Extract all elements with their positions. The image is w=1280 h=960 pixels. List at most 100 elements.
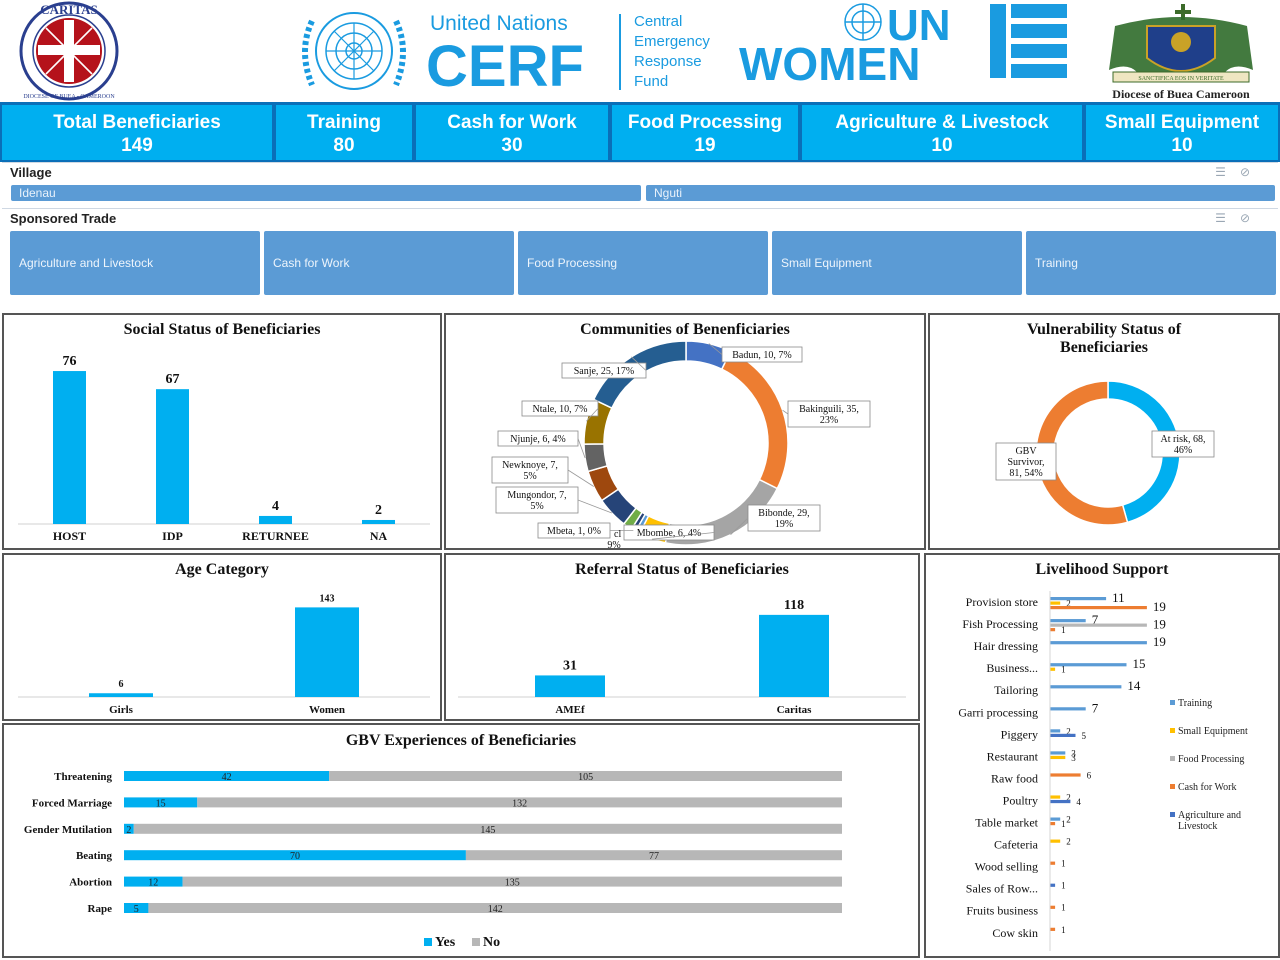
multi-select-icon[interactable]: ☰ bbox=[1215, 165, 1240, 179]
data-label: 5 bbox=[1082, 731, 1087, 741]
kpi-value: 19 bbox=[694, 135, 716, 156]
communities-panel: Communities of Benenficiaries Badun, 10,… bbox=[444, 313, 926, 551]
data-label: 42 bbox=[222, 772, 232, 783]
trade-slicer: Sponsored Trade ☰⊘ Agriculture and Lives… bbox=[2, 208, 1278, 308]
category-label: Provision store bbox=[966, 595, 1038, 609]
leader-line bbox=[708, 343, 723, 355]
category-label: Cafeteria bbox=[994, 838, 1039, 852]
category-label: Beating bbox=[76, 850, 113, 862]
data-label: 135 bbox=[505, 878, 520, 889]
bar-segment bbox=[1050, 628, 1056, 632]
bar-amef bbox=[535, 675, 605, 697]
callout-label: Mungondor, 7, bbox=[507, 490, 566, 501]
trade-option-agriculture[interactable]: Agriculture and Livestock bbox=[10, 231, 260, 295]
legend-label: Livestock bbox=[1178, 821, 1217, 832]
data-label: 105 bbox=[578, 772, 593, 783]
category-label: Threatening bbox=[54, 771, 112, 783]
data-label: 143 bbox=[320, 593, 335, 604]
bar-yes bbox=[124, 823, 134, 834]
bar-na bbox=[362, 519, 395, 524]
callout-label: Njunje, 6, 4% bbox=[510, 434, 566, 445]
trade-option-food-processing[interactable]: Food Processing bbox=[518, 231, 768, 295]
caritas-logo: CARITAS DIOCESE OF BUEA - CAMEROON bbox=[19, 1, 119, 101]
callout-box bbox=[491, 456, 569, 484]
social-status-title: Social Status of Beneficiaries bbox=[123, 321, 321, 338]
bar-segment bbox=[1050, 667, 1056, 671]
data-label: 15 bbox=[156, 798, 166, 809]
data-label: 6 bbox=[119, 679, 124, 690]
data-label: 15 bbox=[1133, 656, 1146, 671]
bar-no bbox=[133, 823, 843, 834]
legend-label: Training bbox=[1178, 698, 1212, 709]
multi-select-icon[interactable]: ☰ bbox=[1215, 211, 1240, 225]
kpi-total-beneficiaries: Total Beneficiaries 149 bbox=[0, 102, 274, 162]
data-label: 1 bbox=[1061, 665, 1066, 675]
data-label: 142 bbox=[488, 904, 503, 915]
legend-label: Agriculture and bbox=[1178, 810, 1241, 821]
trade-option-cash-for-work[interactable]: Cash for Work bbox=[264, 231, 514, 295]
data-label: 12 bbox=[148, 878, 158, 889]
data-label: 145 bbox=[480, 825, 495, 836]
bar-segment bbox=[1050, 905, 1056, 909]
gbv-chart: Threatening 42 105 Forced Marriage 15 132 Gend… bbox=[24, 771, 843, 950]
category-label: Fruits business bbox=[966, 904, 1038, 918]
gbv-title: GBV Experiences of Beneficiaries bbox=[345, 732, 577, 749]
data-label: 3 bbox=[1071, 753, 1076, 763]
data-label: 5 bbox=[134, 904, 139, 915]
bar-segment bbox=[1050, 773, 1081, 777]
village-option-idenau[interactable]: Idenau bbox=[11, 185, 641, 201]
bar-segment bbox=[1050, 619, 1086, 623]
trade-option-small-equipment[interactable]: Small Equipment bbox=[772, 231, 1022, 295]
livelihood-panel: Livelihood Support Provision store 11 2 19 F… bbox=[924, 553, 1280, 958]
bar-yes bbox=[124, 771, 330, 781]
data-label: 70 bbox=[290, 851, 300, 862]
slicer-controls: ☰⊘ bbox=[1215, 211, 1264, 225]
kpi-value: 10 bbox=[1171, 135, 1193, 156]
donut-slice bbox=[1035, 380, 1129, 526]
kpi-label: Cash for Work bbox=[447, 112, 577, 133]
category-label: Hair dressing bbox=[974, 639, 1038, 653]
bar-segment bbox=[1050, 927, 1056, 931]
category-label: Table market bbox=[975, 816, 1038, 830]
category-label: AMEf bbox=[555, 704, 585, 716]
legend-swatch bbox=[472, 938, 480, 946]
leader-line bbox=[577, 438, 586, 459]
bar-segment bbox=[1050, 733, 1076, 737]
bar-segment bbox=[1050, 755, 1066, 760]
bar-no bbox=[182, 876, 842, 887]
referral-title: Referral Status of Beneficiaries bbox=[575, 561, 789, 578]
leader-line bbox=[782, 409, 789, 415]
diocese-crest: SANCTIFICA EOS IN VERITATE Diocese of Bu… bbox=[1109, 4, 1253, 101]
legend-swatch bbox=[1170, 784, 1175, 789]
kpi-small-equipment: Small Equipment 10 bbox=[1084, 102, 1280, 162]
bar-segment bbox=[1050, 707, 1086, 711]
category-label: Tailoring bbox=[994, 683, 1038, 697]
kpi-training: Training 80 bbox=[274, 102, 414, 162]
clear-filter-icon[interactable]: ⊘ bbox=[1239, 165, 1264, 179]
svg-text:SANCTIFICA EOS IN VERITATE: SANCTIFICA EOS IN VERITATE bbox=[1138, 76, 1224, 82]
callout-label: 46% bbox=[1174, 445, 1192, 456]
callout-box bbox=[787, 400, 871, 428]
clear-filter-icon[interactable]: ⊘ bbox=[1239, 211, 1264, 225]
bar-segment bbox=[1050, 663, 1127, 667]
age-category-title: Age Category bbox=[175, 561, 269, 578]
bar-women bbox=[295, 607, 359, 697]
data-label: 19 bbox=[1153, 599, 1166, 614]
callout-box bbox=[747, 504, 821, 532]
bar-segment bbox=[1050, 623, 1147, 627]
svg-text:DIOCESE OF BUEA - CAMEROON: DIOCESE OF BUEA - CAMEROON bbox=[23, 94, 115, 100]
kpi-row: Total Beneficiaries 149 Training 80 Cash… bbox=[0, 102, 1280, 162]
data-label: 67 bbox=[166, 372, 180, 387]
data-label: 76 bbox=[63, 354, 77, 369]
data-label: 6 bbox=[1087, 770, 1092, 780]
data-label: 2 bbox=[1066, 792, 1071, 802]
data-label: 1 bbox=[1061, 859, 1066, 869]
referral-panel: Referral Status of Beneficiaries 31 AMEf 1… bbox=[444, 553, 920, 721]
callout-label: 9% bbox=[607, 540, 620, 548]
svg-text:Fund: Fund bbox=[634, 73, 668, 90]
trade-option-training[interactable]: Training bbox=[1026, 231, 1276, 295]
village-option-nguti[interactable]: Nguti bbox=[646, 185, 1275, 201]
category-label: RETURNEE bbox=[242, 529, 309, 543]
kpi-value: 30 bbox=[501, 135, 523, 156]
vulnerability-title: Vulnerability Status of Beneficiaries bbox=[1026, 321, 1182, 356]
